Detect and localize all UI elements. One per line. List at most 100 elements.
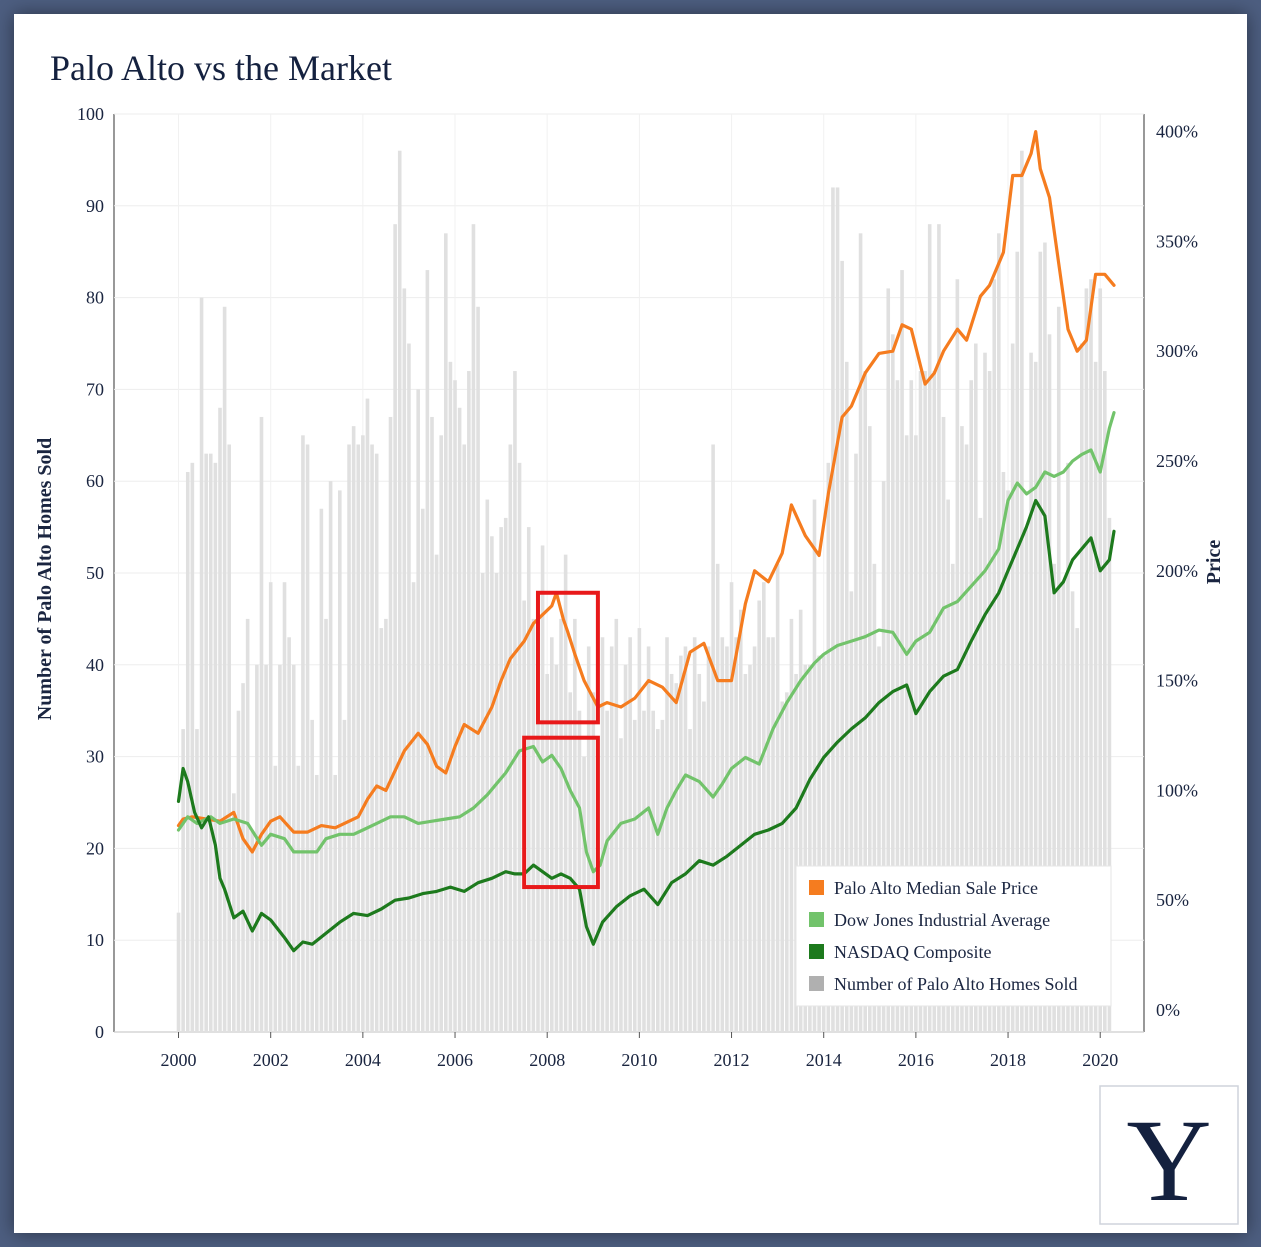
bar-homes-sold [328,481,333,1032]
bar-homes-sold [513,371,517,1032]
bar-homes-sold [987,371,992,1032]
bar-homes-sold [1089,279,1093,1032]
bar-homes-sold [605,710,609,1032]
bar-homes-sold [181,729,185,1032]
bar-homes-sold [554,664,559,1032]
bar-homes-sold [287,637,291,1032]
bar-homes-sold [1006,490,1010,1032]
bar-homes-sold [264,664,268,1032]
bar-homes-sold [785,692,789,1032]
bar-homes-sold [393,224,397,1032]
bar-homes-sold [236,710,241,1032]
bar-homes-sold [812,499,817,1032]
bar-homes-sold [762,582,766,1032]
bar-homes-sold [766,637,771,1032]
bar-homes-sold [932,371,937,1032]
left-tick-label: 70 [86,379,104,399]
chart-card: Palo Alto vs the Market 0 10 20 30 40 50 60 70 8… [14,14,1247,1233]
right-axis-ticks: 0% 50% 100% 150% 200% 250% 300% 350% 400% [1156,122,1198,1020]
bar-homes-sold [881,481,886,1032]
right-tick-label: 350% [1156,231,1198,251]
bar-homes-sold [596,756,600,1032]
bar-homes-sold [1061,582,1066,1032]
bar-homes-sold [674,683,679,1032]
bar-homes-sold [1010,343,1015,1032]
bar-homes-sold [1098,288,1103,1032]
left-axis-label: Number of Palo Alto Homes Sold [34,438,56,720]
bar-homes-sold [835,187,840,1032]
bar-homes-sold [591,692,596,1032]
bar-homes-sold [526,527,531,1032]
bar-homes-sold [195,729,199,1032]
bar-homes-sold [517,462,522,1033]
x-tick-label: 2006 [437,1050,473,1070]
legend-swatch [809,976,824,991]
bar-homes-sold [803,664,808,1032]
legend-label: Palo Alto Median Sale Price [834,878,1038,898]
bar-homes-sold [992,279,997,1032]
bar-homes-sold [941,416,946,1032]
bar-homes-sold [891,334,895,1032]
bar-homes-sold [333,774,338,1032]
bar-homes-sold [628,637,632,1032]
bar-homes-sold [494,573,499,1032]
bar-homes-sold [780,701,785,1032]
bar-homes-sold [821,655,826,1032]
bar-homes-sold [416,389,420,1032]
bar-homes-sold [743,673,748,1032]
bar-homes-sold [420,508,425,1032]
bar-homes-sold [471,224,476,1032]
left-tick-label: 10 [86,930,104,950]
bar-homes-sold [863,371,867,1032]
x-tick-label: 2018 [990,1050,1026,1070]
bar-homes-sold [909,380,914,1033]
bar-homes-sold [347,444,351,1033]
legend-swatch [809,912,824,927]
bar-homes-sold [826,462,831,1033]
bar-homes-sold [199,297,204,1033]
legend-box [795,865,1112,1007]
bar-homes-sold [185,472,190,1032]
chart-title: Palo Alto vs the Market [50,48,392,88]
bar-homes-sold [872,563,877,1032]
left-tick-label: 90 [86,196,104,216]
x-tick-label: 2014 [806,1050,842,1070]
bar-homes-sold [642,710,646,1032]
bar-homes-sold [351,426,356,1032]
bar-homes-sold [955,279,960,1032]
bar-homes-sold [1107,517,1112,1032]
bar-homes-sold [573,618,577,1032]
logo-frame [1099,1085,1239,1225]
right-tick-label: 400% [1156,122,1198,142]
bar-homes-sold [259,416,264,1032]
bar-homes-sold [729,582,734,1032]
bar-homes-sold [1103,371,1107,1032]
x-tick-label: 2020 [1082,1050,1118,1070]
right-tick-label: 250% [1156,451,1198,471]
bar-homes-sold [738,609,743,1032]
bar-homes-sold [895,380,900,1033]
bar-homes-sold [711,444,715,1033]
line-series [176,129,1116,953]
legend: Palo Alto Median Sale Price Dow Jones Ind… [795,865,1112,1007]
bar-homes-sold [319,508,324,1032]
bar-homes-sold [632,719,637,1032]
bar-homes-sold [692,637,697,1032]
bar-homes-sold [715,563,720,1032]
bar-homes-sold [462,444,467,1033]
left-axis-ticks: 0 10 20 30 40 50 60 70 80 90 100 [77,104,104,1042]
bar-homes-sold [1001,472,1006,1032]
bar-homes-sold [844,361,849,1032]
bar-homes-sold [550,637,554,1032]
bar-homes-sold [706,646,711,1032]
bar-homes-sold [1029,352,1033,1032]
left-tick-label: 0 [95,1022,104,1042]
left-tick-label: 40 [86,655,104,675]
x-tick-label: 2004 [345,1050,381,1070]
bar-homes-sold [407,343,411,1032]
x-tick-label: 2016 [898,1050,934,1070]
bar-homes-sold [660,719,665,1032]
bar-homes-sold [623,664,628,1032]
bar-homes-sold [734,637,738,1032]
bar-homes-sold [467,371,471,1032]
